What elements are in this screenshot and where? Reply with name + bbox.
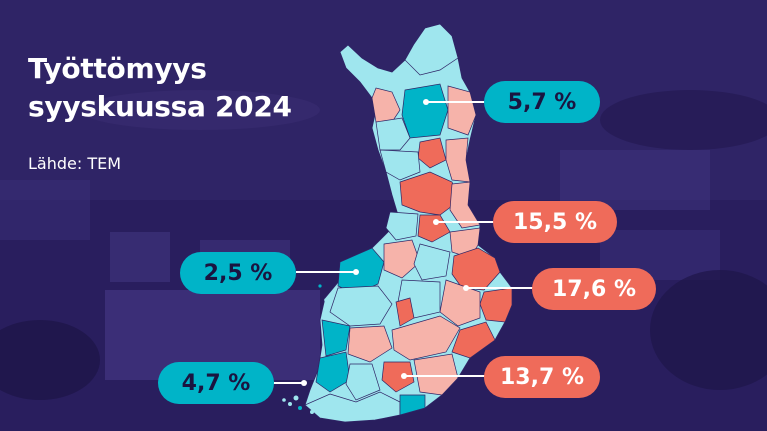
callout-value-ostrobothnia: 2,5 % — [203, 260, 273, 286]
title-line-2: syyskuussa 2024 — [28, 90, 292, 123]
callout-southeast: 13,7 % — [484, 356, 600, 398]
callout-southwest: 4,7 % — [158, 362, 274, 404]
callout-value-southeast: 13,7 % — [500, 364, 584, 390]
callout-value-north-karelia: 17,6 % — [552, 276, 636, 302]
title-line-1: Työttömyys — [28, 52, 207, 85]
callout-ostrobothnia: 2,5 % — [180, 252, 296, 294]
map-title: Työttömyys syyskuussa 2024 — [28, 50, 292, 126]
callout-value-kainuu: 15,5 % — [513, 209, 597, 235]
callout-value-north: 5,7 % — [507, 89, 577, 115]
callout-north: 5,7 % — [484, 81, 600, 123]
source-label: Lähde: TEM — [28, 154, 122, 173]
callout-north-karelia: 17,6 % — [532, 268, 656, 310]
callout-kainuu: 15,5 % — [493, 201, 617, 243]
callout-value-southwest: 4,7 % — [181, 370, 251, 396]
